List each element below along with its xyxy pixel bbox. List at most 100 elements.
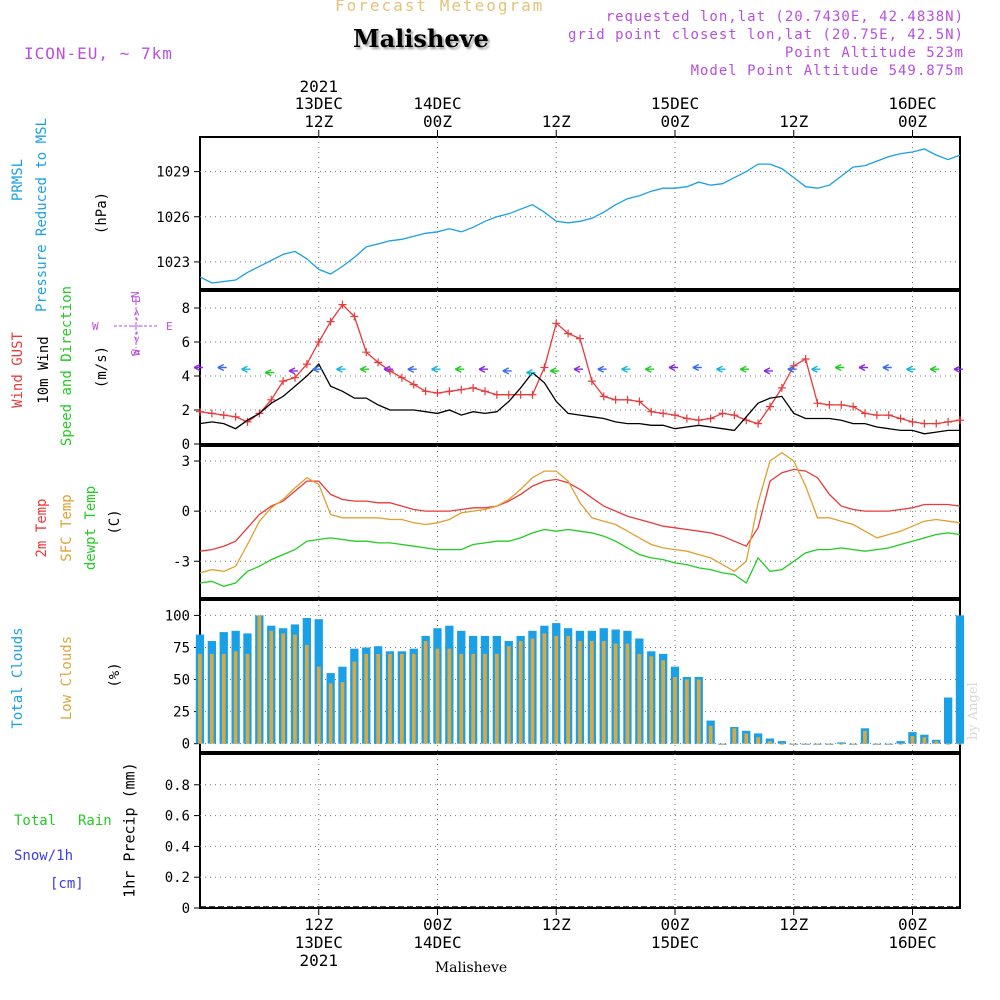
clouds-low-bar	[293, 634, 297, 744]
clouds-axis-label: Low Clouds	[59, 636, 75, 720]
gust-point	[671, 411, 679, 420]
clouds-low-bar	[696, 679, 701, 744]
gust-point	[207, 409, 216, 418]
gust-point	[469, 383, 478, 392]
gust-point	[872, 411, 881, 420]
wind-direction-arrow	[407, 365, 417, 373]
compass-s: S	[129, 349, 142, 356]
gust-point	[576, 334, 584, 343]
wind-direction-arrow	[858, 363, 868, 372]
clouds-total-bar	[777, 741, 786, 744]
wind-direction-arrow	[454, 365, 465, 373]
compass-e: E	[166, 320, 173, 333]
gust-point	[730, 411, 739, 420]
gust-point	[896, 414, 905, 423]
y-tick-label: 100	[165, 608, 190, 624]
compass-n: N	[129, 291, 142, 298]
gust-point	[837, 400, 846, 409]
clouds-low-bar	[744, 733, 749, 744]
top-tick-date: 16DEC	[888, 94, 936, 113]
clouds-low-bar	[447, 648, 452, 744]
gust-point	[766, 402, 774, 411]
clouds-low-bar	[827, 743, 832, 745]
wind-direction-arrow	[288, 367, 298, 375]
wind-direction-arrow	[763, 367, 773, 375]
clouds-low-bar	[875, 743, 879, 745]
wind-direction-arrow	[502, 367, 512, 375]
clouds-low-bar	[720, 743, 725, 745]
clouds-low-bar	[839, 743, 844, 745]
clouds-low-bar	[708, 725, 713, 744]
clouds-low-bar	[340, 682, 345, 744]
clouds-low-bar	[233, 651, 238, 744]
clouds-low-bar	[661, 660, 665, 744]
y-tick-label: 0	[182, 504, 190, 520]
gust-point	[623, 395, 632, 404]
wind-direction-arrow	[312, 365, 322, 373]
y-tick-label: 0	[182, 437, 190, 453]
wind-direction-arrow	[549, 367, 560, 375]
wind-direction-arrow	[716, 365, 726, 373]
bottom-tick-year: 2021	[299, 951, 338, 970]
clouds-low-bar	[673, 677, 677, 744]
pressure-axis-label: PRMSL	[10, 159, 26, 201]
clouds-low-bar	[376, 653, 380, 744]
y-tick-label: 2	[182, 403, 190, 419]
clouds-low-bar	[922, 737, 927, 744]
gust-point	[267, 395, 276, 404]
clouds-low-bar	[210, 653, 214, 744]
gust-point	[956, 416, 964, 425]
gust-point	[706, 414, 715, 423]
gust-point	[196, 407, 204, 416]
precip-snow-label: Snow/1h	[14, 848, 73, 864]
gust-point	[587, 377, 596, 386]
gust-point	[813, 399, 822, 408]
footer-location: Malisheve	[435, 960, 507, 976]
bottom-tick-date: 15DEC	[651, 933, 699, 952]
wind-direction-arrow	[787, 365, 797, 373]
gust-point	[754, 419, 763, 428]
clouds-low-bar	[542, 633, 547, 744]
gust-point	[302, 360, 311, 369]
top-tick-hour: 00Z	[898, 112, 927, 131]
top-tick-hour: 00Z	[661, 112, 690, 131]
gust-point	[944, 417, 953, 426]
gust-point	[659, 409, 668, 418]
location-title: Malisheve	[353, 24, 489, 53]
gust-point	[849, 402, 858, 411]
gust-point	[718, 409, 727, 418]
precip-rain-label: Rain	[78, 813, 112, 829]
bottom-tick-date: 13DEC	[295, 933, 343, 952]
gust-point	[825, 400, 834, 409]
gust-point	[492, 390, 501, 399]
wind-direction-arrow	[264, 368, 275, 377]
wind-axis-label: Speed and Direction	[59, 286, 75, 446]
clouds-low-bar	[364, 653, 369, 744]
y-tick-label: 25	[173, 705, 190, 721]
gust-point	[647, 407, 656, 416]
requested-coords: requested lon,lat (20.7430E, 42.4838N)	[605, 9, 964, 25]
clouds-total-bar	[837, 742, 846, 744]
precip-snow-unit: [cm]	[50, 876, 84, 892]
clouds-low-bar	[803, 743, 808, 745]
y-tick-label: 0	[182, 901, 190, 917]
wind-axis-label: (m/s)	[94, 346, 110, 388]
wind-direction-arrow	[739, 365, 750, 373]
y-tick-label: 0	[182, 737, 190, 753]
clouds-low-bar	[625, 643, 630, 744]
gust-point	[314, 338, 323, 346]
bottom-tick-date: 16DEC	[888, 933, 936, 952]
wind-direction-arrow	[668, 363, 678, 372]
gust-point	[611, 395, 620, 404]
clouds-low-bar	[791, 743, 796, 745]
clouds-total-bar	[944, 697, 953, 744]
gust-point	[777, 383, 786, 392]
clouds-low-bar	[613, 643, 618, 744]
wind-axis-label: 10m Wind	[36, 336, 52, 403]
clouds-low-bar	[411, 653, 416, 744]
compass-w: W	[92, 320, 99, 333]
top-tick-hour: 00Z	[423, 112, 452, 131]
top-tick-hour: 12Z	[542, 112, 571, 131]
